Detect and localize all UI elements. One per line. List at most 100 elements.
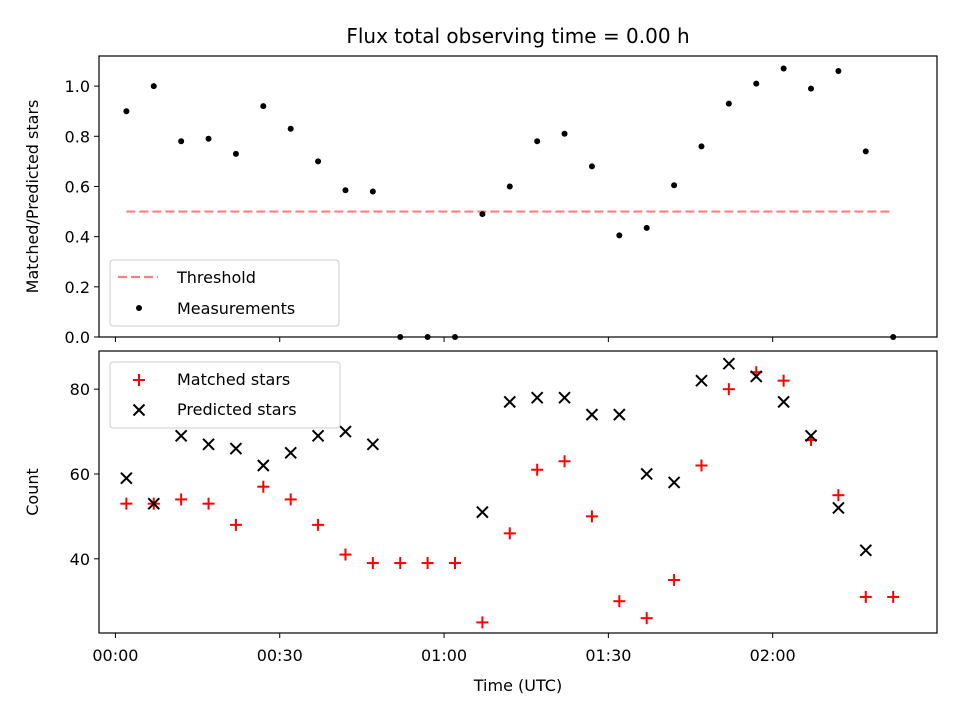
legend-predicted-swatch bbox=[132, 403, 146, 417]
y-tick-label: 0.2 bbox=[65, 278, 90, 297]
predicted-star-point bbox=[613, 408, 626, 421]
predicted-star-point bbox=[750, 370, 763, 383]
measurement-point bbox=[862, 148, 869, 155]
predicted-star-point bbox=[257, 459, 270, 472]
matched-star-point bbox=[777, 374, 790, 387]
top-panel: 0.0 0.2 0.4 0.6 0.8 1.0 Matched/Predicted star… bbox=[23, 55, 938, 347]
matched-star-point bbox=[887, 590, 900, 603]
matched-star-point bbox=[175, 493, 188, 506]
predicted-star-point bbox=[311, 429, 325, 443]
y-tick-label: 0.6 bbox=[65, 177, 90, 196]
legend-measurements-label: Measurements bbox=[177, 299, 295, 318]
y-tick-label: 1.0 bbox=[65, 77, 90, 96]
legend-threshold-label: Threshold bbox=[176, 268, 256, 287]
measurement-point bbox=[725, 100, 732, 107]
y-tick-label: 80 bbox=[70, 380, 90, 399]
matched-star-point bbox=[613, 595, 626, 608]
measurement-point bbox=[753, 80, 760, 87]
predicted-star-point bbox=[585, 408, 599, 421]
measurement-point bbox=[150, 83, 157, 90]
y-tick-label: 0.8 bbox=[65, 127, 90, 146]
measurement-point bbox=[342, 187, 349, 194]
legend-box bbox=[109, 361, 341, 429]
predicted-star-point bbox=[476, 505, 489, 519]
bottom-legend: Matched stars Predicted stars bbox=[109, 361, 341, 429]
chart-title: Flux total observing time = 0.00 h bbox=[346, 24, 689, 48]
measurement-point bbox=[561, 130, 568, 137]
measurement-point bbox=[835, 68, 842, 75]
measurement-point bbox=[479, 211, 486, 218]
predicted-star-point bbox=[503, 395, 516, 409]
measurement-point bbox=[178, 138, 185, 145]
predicted-star-point bbox=[530, 391, 544, 404]
x-tick-label: 00:30 bbox=[257, 646, 303, 665]
bottom-panel: 40 60 80 00:00 00:30 01:00 01:30 02:00 Count Matc… bbox=[23, 350, 938, 695]
measurement-point bbox=[698, 143, 705, 150]
predicted-star-point bbox=[147, 497, 160, 510]
measurement-point bbox=[643, 224, 650, 231]
legend-predicted-label: Predicted stars bbox=[177, 400, 297, 419]
matched-star-point bbox=[120, 497, 133, 510]
measurement-point bbox=[506, 183, 513, 190]
predicted-star-point bbox=[640, 467, 653, 481]
y-tick-label: 0.4 bbox=[65, 228, 90, 247]
x-tick-label: 00:00 bbox=[92, 646, 138, 665]
matched-star-point bbox=[668, 573, 681, 586]
matched-star-point bbox=[284, 493, 297, 506]
top-axes-frame bbox=[98, 55, 938, 338]
measurement-point bbox=[616, 232, 623, 239]
measurement-point bbox=[232, 150, 239, 157]
x-tick-label: 01:00 bbox=[421, 646, 467, 665]
bottom-axes-frame bbox=[98, 350, 938, 634]
predicted-star-point bbox=[722, 357, 736, 370]
y-axis-title: Matched/Predicted stars bbox=[23, 100, 42, 294]
matched-star-point bbox=[312, 518, 325, 531]
y-tick-label: 40 bbox=[70, 550, 90, 569]
matched-star-point bbox=[449, 557, 462, 570]
x-tick-label: 01:30 bbox=[585, 646, 631, 665]
legend-box bbox=[109, 259, 340, 327]
predicted-star-point bbox=[804, 429, 818, 443]
matched-star-point bbox=[229, 518, 242, 531]
matched-star-point bbox=[394, 557, 407, 570]
predicted-star-point bbox=[667, 476, 681, 489]
predicted-star-point bbox=[284, 446, 297, 459]
measurement-point bbox=[123, 108, 130, 115]
legend-matched-label: Matched stars bbox=[177, 370, 290, 389]
predicted-star-point bbox=[174, 429, 188, 443]
measurement-point bbox=[534, 138, 541, 145]
predicted-star-point bbox=[832, 501, 845, 515]
matched-star-point bbox=[832, 489, 845, 502]
matched-star-point bbox=[476, 616, 489, 629]
measurement-point bbox=[315, 158, 322, 165]
predicted-star-point bbox=[558, 391, 571, 404]
matched-star-point bbox=[366, 557, 379, 570]
matched-star-point bbox=[558, 455, 571, 468]
measurement-point bbox=[260, 103, 267, 110]
measurement-point bbox=[808, 85, 815, 92]
legend-matched-swatch bbox=[133, 374, 145, 386]
measurement-point bbox=[369, 188, 376, 195]
matched-star-point bbox=[859, 590, 872, 603]
matched-star-point bbox=[531, 463, 544, 476]
legend-measurements-swatch bbox=[136, 305, 142, 311]
predicted-star-point bbox=[777, 395, 790, 409]
matched-star-point bbox=[585, 510, 598, 523]
x-tick-label: 02:00 bbox=[750, 646, 796, 665]
measurement-point bbox=[671, 182, 678, 189]
x-axis-title: Time (UTC) bbox=[473, 676, 562, 695]
measurement-point bbox=[205, 135, 212, 142]
matched-star-point bbox=[339, 548, 352, 561]
matched-star-point bbox=[640, 612, 653, 625]
predicted-star-point bbox=[695, 374, 708, 387]
predicted-star-point bbox=[339, 425, 352, 438]
y-axis-title: Count bbox=[23, 468, 42, 516]
matched-star-point bbox=[421, 557, 434, 570]
matched-star-point bbox=[202, 497, 215, 510]
y-tick-label: 60 bbox=[70, 465, 90, 484]
matched-star-point bbox=[722, 383, 735, 396]
matched-star-point bbox=[503, 527, 516, 540]
predicted-star-point bbox=[229, 442, 243, 455]
y-tick-label: 0.0 bbox=[65, 328, 90, 347]
